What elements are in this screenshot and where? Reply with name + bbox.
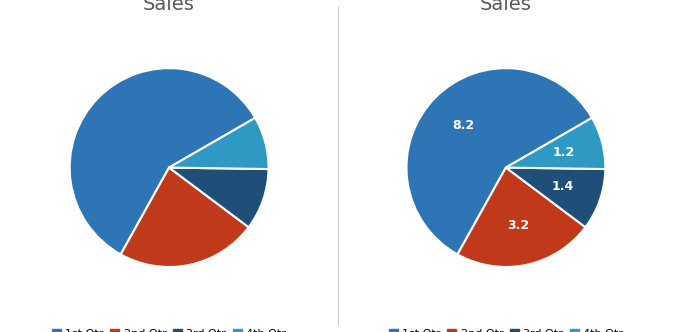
Wedge shape bbox=[458, 168, 585, 267]
Text: 1.2: 1.2 bbox=[553, 146, 575, 159]
Text: 1.4: 1.4 bbox=[551, 180, 574, 193]
Legend: 1st Qtr, 2nd Qtr, 3rd Qtr, 4th Qtr: 1st Qtr, 2nd Qtr, 3rd Qtr, 4th Qtr bbox=[385, 324, 627, 332]
Wedge shape bbox=[70, 68, 255, 254]
Text: 8.2: 8.2 bbox=[452, 119, 475, 132]
Title: Sales: Sales bbox=[143, 0, 195, 14]
Legend: 1st Qtr, 2nd Qtr, 3rd Qtr, 4th Qtr: 1st Qtr, 2nd Qtr, 3rd Qtr, 4th Qtr bbox=[48, 324, 290, 332]
Wedge shape bbox=[169, 168, 269, 227]
Wedge shape bbox=[406, 68, 592, 254]
Title: Sales: Sales bbox=[480, 0, 532, 14]
Wedge shape bbox=[506, 168, 605, 227]
Text: 3.2: 3.2 bbox=[507, 219, 529, 232]
Wedge shape bbox=[506, 118, 605, 169]
Wedge shape bbox=[169, 118, 269, 169]
Wedge shape bbox=[121, 168, 248, 267]
